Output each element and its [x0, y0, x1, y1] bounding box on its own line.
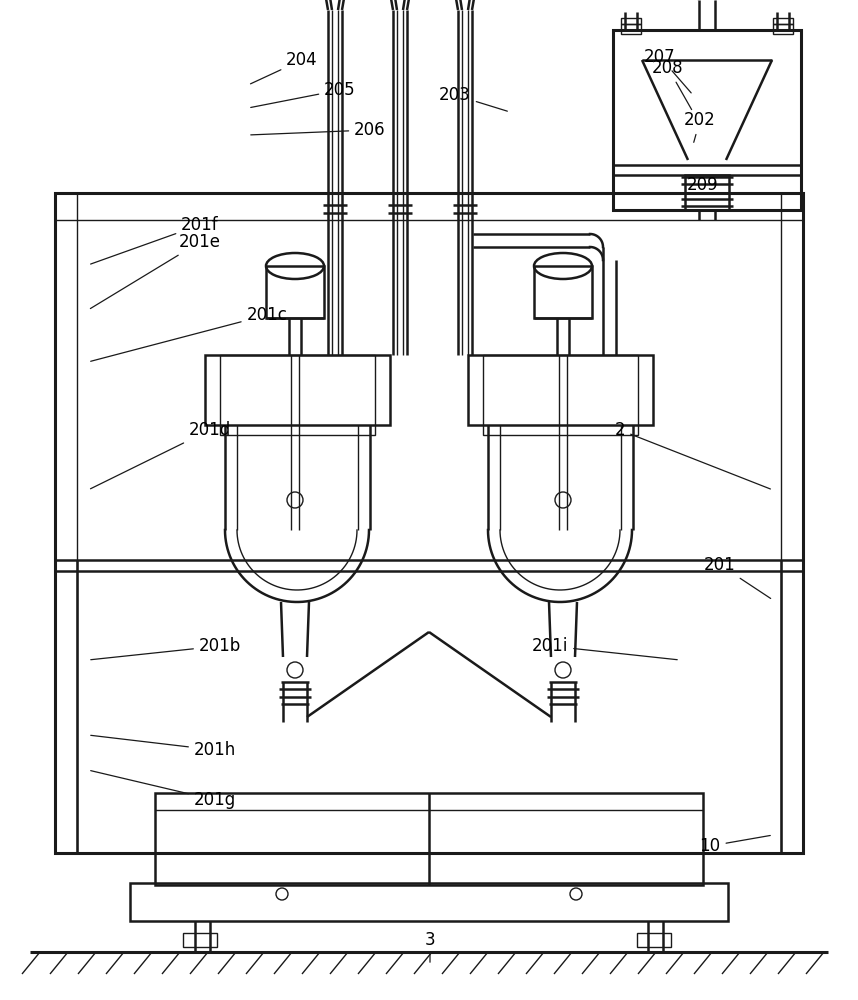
Bar: [130, 883, 728, 921]
Bar: [220, 355, 375, 435]
Bar: [468, 355, 653, 425]
Text: 201d: 201d: [90, 421, 231, 489]
Text: 2: 2: [614, 421, 770, 489]
Text: 201i: 201i: [532, 637, 677, 660]
Bar: [183, 933, 217, 947]
Bar: [621, 24, 641, 34]
Text: 203: 203: [439, 86, 507, 111]
Text: 201c: 201c: [91, 306, 287, 361]
Bar: [637, 933, 671, 947]
Text: 201b: 201b: [91, 637, 241, 660]
Text: 207: 207: [644, 48, 692, 93]
Bar: [773, 18, 793, 24]
Bar: [685, 175, 729, 210]
Text: 201g: 201g: [91, 771, 236, 809]
Bar: [613, 30, 801, 210]
Bar: [483, 355, 638, 435]
Text: 208: 208: [652, 59, 692, 110]
Bar: [621, 18, 641, 24]
Text: 204: 204: [251, 51, 317, 84]
Text: 209: 209: [679, 176, 719, 194]
Bar: [205, 355, 390, 425]
Bar: [55, 193, 803, 853]
Text: 206: 206: [251, 121, 386, 139]
Text: 10: 10: [699, 835, 770, 855]
Text: 205: 205: [251, 81, 356, 107]
Bar: [534, 266, 592, 318]
Bar: [773, 24, 793, 34]
Bar: [266, 266, 324, 318]
Text: 201e: 201e: [90, 233, 221, 309]
Text: 201f: 201f: [91, 216, 219, 264]
Text: 3: 3: [425, 931, 435, 962]
Text: 202: 202: [684, 111, 716, 142]
Text: 201h: 201h: [91, 735, 236, 759]
Text: 201: 201: [704, 556, 770, 598]
Bar: [155, 793, 703, 885]
